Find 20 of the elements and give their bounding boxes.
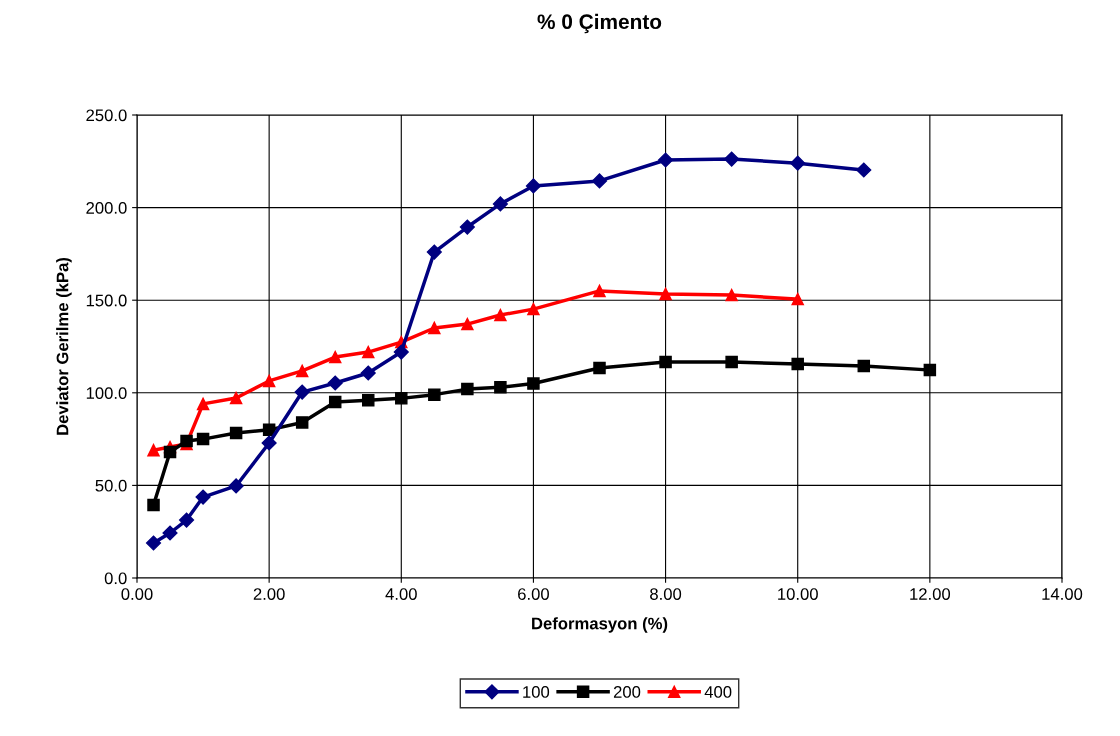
y-tick-label: 50.0 [95, 479, 127, 492]
y-axis-title: Deviator Gerilme (kPa) [56, 257, 72, 435]
legend-label: 200 [613, 686, 641, 698]
x-tick-label: 6.00 [518, 588, 549, 600]
x-tick-label: 0.00 [121, 588, 153, 600]
y-tick-label: 200.0 [86, 202, 127, 214]
x-axis-title: Deformasyon (%) [532, 617, 668, 633]
y-tick-label: 100.0 [86, 387, 127, 399]
x-tick-label: 10.00 [778, 588, 818, 600]
y-tick-label: 0.0 [104, 572, 127, 585]
y-tick-label: 250.0 [86, 109, 127, 122]
x-tick-label: 4.00 [385, 588, 417, 600]
x-tick-label: 12.00 [910, 588, 951, 600]
legend-label: 400 [704, 686, 732, 698]
x-tick-label: 2.00 [253, 588, 285, 600]
legend-label: 100 [523, 686, 550, 698]
y-tick-label: 150.0 [86, 294, 127, 307]
x-tick-label: 8.00 [650, 588, 682, 600]
chart-title: % 0 Çimento [537, 13, 662, 34]
x-tick-label: 14.00 [1042, 588, 1083, 600]
